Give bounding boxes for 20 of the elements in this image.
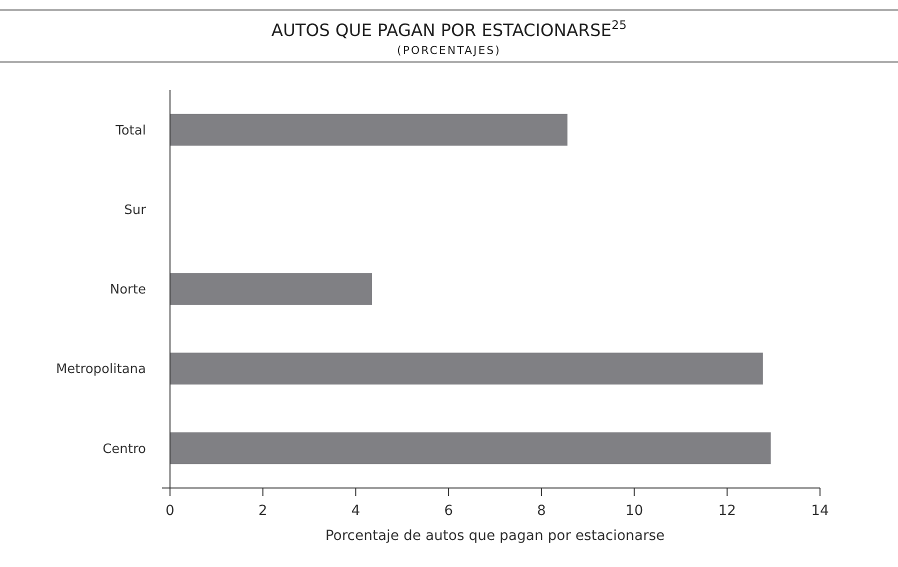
x-tick-label: 10 xyxy=(625,502,644,519)
y-tick-label: Centro xyxy=(102,442,146,457)
x-tick-label: 8 xyxy=(536,502,546,519)
chart-subtitle: (PORCENTAJES) xyxy=(397,44,501,57)
x-tick-label: 0 xyxy=(166,502,174,519)
x-tick-label: 2 xyxy=(258,502,268,519)
x-tick-label: 14 xyxy=(811,502,829,519)
chart-title: AUTOS QUE PAGAN POR ESTACIONARSE$^{25}$ xyxy=(271,18,627,41)
bar xyxy=(170,114,568,146)
bar xyxy=(170,273,372,305)
x-axis-title: Porcentaje de autos que pagan por estacionarse xyxy=(325,528,665,544)
y-tick-label: Metropolitana xyxy=(56,362,146,378)
bar xyxy=(170,432,771,464)
x-tick-label: 6 xyxy=(444,502,454,519)
y-tick-label: Total xyxy=(114,123,146,138)
y-tick-label: Sur xyxy=(124,202,147,218)
y-tick-label: Norte xyxy=(110,282,146,298)
bar xyxy=(170,352,763,385)
x-tick-label: 4 xyxy=(351,502,360,519)
x-tick-label: 12 xyxy=(718,502,736,519)
